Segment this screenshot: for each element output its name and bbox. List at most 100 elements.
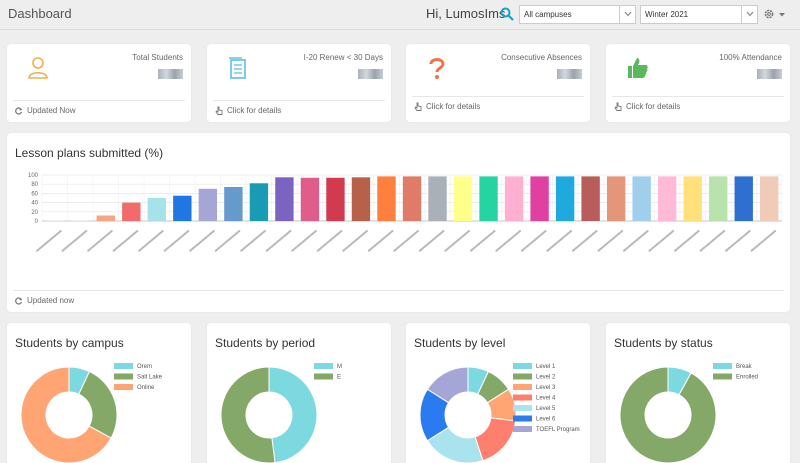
bar[interactable] <box>45 220 64 222</box>
bar[interactable] <box>632 176 651 221</box>
bar[interactable] <box>198 188 218 221</box>
bar[interactable] <box>300 177 320 221</box>
bar[interactable] <box>709 176 728 221</box>
status-donut-chart: Break Enrolled <box>619 363 758 463</box>
term-select[interactable]: Winter 2021 <box>640 5 758 24</box>
campus-donut-chart: Orem Salt Lake Online <box>20 363 163 463</box>
donut-slice[interactable] <box>78 370 118 439</box>
settings-caret-icon[interactable] <box>779 13 785 17</box>
stat-title: Consecutive Absences <box>501 53 582 62</box>
bar[interactable] <box>606 176 626 221</box>
legend-label: Level 3 <box>536 385 556 391</box>
x-tick-label-redacted <box>648 230 675 252</box>
stat-footer: Click for details <box>626 102 681 111</box>
bar[interactable] <box>530 176 549 221</box>
status-donut-card: Students by status Break Enrolled <box>606 323 790 463</box>
legend-swatch <box>114 373 133 380</box>
x-tick-label-redacted <box>571 230 598 252</box>
donut-slice[interactable] <box>426 366 469 404</box>
gear-icon[interactable] <box>763 8 775 20</box>
document-icon <box>229 57 246 79</box>
x-tick-label-redacted <box>239 230 266 252</box>
bar[interactable] <box>555 176 575 221</box>
lesson-plans-footer: Updated now <box>27 296 75 305</box>
legend-swatch <box>513 373 532 380</box>
bar[interactable] <box>734 176 753 221</box>
bar[interactable] <box>760 176 779 221</box>
legend-label: Level 5 <box>536 406 556 412</box>
bar[interactable] <box>428 176 447 221</box>
stat-card-full-attendance[interactable]: 100% Attendance Click for details <box>606 44 790 122</box>
legend-swatch <box>713 363 732 369</box>
period-chart-title: Students by period <box>215 336 316 350</box>
question-icon <box>429 58 445 79</box>
donut-slice[interactable] <box>619 366 717 463</box>
stat-footer: Click for details <box>426 102 481 111</box>
legend-label: Level 4 <box>536 396 556 402</box>
lesson-plans-bar-chart: 0 20 40 60 80 100 <box>28 173 783 252</box>
x-tick-label-redacted <box>188 230 215 252</box>
legend-label: Salt Lake <box>137 375 163 381</box>
bar[interactable] <box>249 183 269 221</box>
bar[interactable] <box>173 195 192 221</box>
legend-swatch <box>513 363 532 369</box>
page-title: Dashboard <box>8 6 72 21</box>
x-tick-label-redacted <box>699 230 726 252</box>
bar[interactable] <box>479 176 498 221</box>
campus-select[interactable]: All campuses <box>519 5 636 24</box>
bar[interactable] <box>377 176 396 221</box>
x-tick-label-redacted <box>724 230 751 252</box>
stat-card-consecutive-absences[interactable]: Consecutive Absences Click for details <box>406 44 590 122</box>
bar[interactable] <box>71 220 90 222</box>
legend-swatch <box>314 363 333 369</box>
x-tick-label-redacted <box>597 230 624 252</box>
legend-label: Online <box>137 385 155 391</box>
term-select-value: Winter 2021 <box>645 10 689 19</box>
legend-label: E <box>337 375 341 381</box>
donut-slice[interactable] <box>220 366 276 463</box>
x-tick-label-redacted <box>520 230 547 252</box>
legend-label: Level 1 <box>536 364 556 370</box>
user-greeting[interactable]: Hi, LumosIms <box>426 6 506 21</box>
donut-slice[interactable] <box>268 366 318 463</box>
bar[interactable] <box>453 176 473 221</box>
x-tick-label-redacted <box>444 230 471 252</box>
legend-swatch <box>513 405 532 411</box>
bar[interactable] <box>683 176 702 221</box>
bar[interactable] <box>581 176 600 221</box>
x-tick-label-redacted <box>265 230 292 252</box>
bar[interactable] <box>275 177 294 221</box>
bar[interactable] <box>122 202 141 221</box>
bar[interactable] <box>147 198 167 221</box>
y-tick-label: 80 <box>31 182 38 188</box>
legend-swatch <box>513 415 532 422</box>
bar[interactable] <box>96 215 115 221</box>
search-icon[interactable] <box>500 7 514 21</box>
bar[interactable] <box>326 177 345 221</box>
person-icon <box>28 57 48 79</box>
x-tick-label-redacted <box>61 230 88 252</box>
stat-card-total-students[interactable]: Total Students Updated Now <box>7 44 191 122</box>
bar[interactable] <box>402 176 422 221</box>
legend-label: Level 6 <box>536 417 556 423</box>
legend-label: TOEFL Program <box>536 427 580 433</box>
legend-label: Orem <box>137 364 152 370</box>
campus-donut-card: Students by campus Orem Salt Lake Online <box>7 323 191 463</box>
stat-card-i20-renew[interactable]: I-20 Renew < 30 Days Click for details <box>207 44 391 122</box>
y-tick-label: 40 <box>31 201 38 207</box>
x-tick-label-redacted <box>546 230 573 252</box>
x-tick-label-redacted <box>86 230 113 252</box>
x-tick-label-redacted <box>418 230 445 252</box>
x-tick-label-redacted <box>495 230 522 252</box>
bar[interactable] <box>504 176 524 221</box>
period-donut-chart: ME <box>220 363 342 463</box>
thumbs-up-icon <box>628 58 648 78</box>
bar[interactable] <box>351 177 371 221</box>
chevron-down-icon <box>741 6 757 23</box>
bar[interactable] <box>224 186 243 221</box>
x-tick-label-redacted <box>35 230 62 252</box>
redacted-value <box>158 69 183 79</box>
x-tick-label-redacted <box>137 230 164 252</box>
bar[interactable] <box>657 176 677 221</box>
